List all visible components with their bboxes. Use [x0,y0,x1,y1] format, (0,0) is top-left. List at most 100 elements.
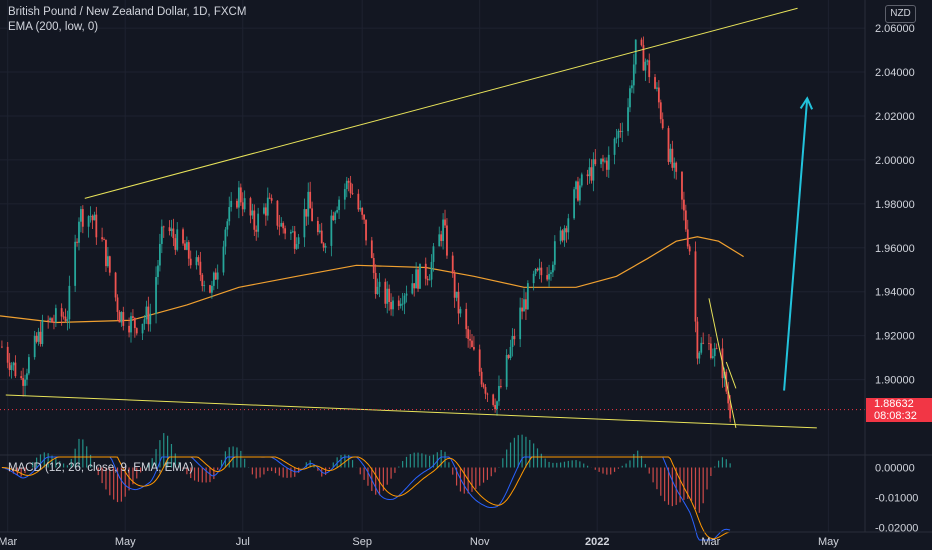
candle-bear [702,342,705,344]
trendline-2 [5,394,817,429]
candle-bull [567,218,570,233]
candle-bear [451,255,454,274]
candle-bull [578,185,581,201]
candle-bear [440,234,443,242]
ema-indicator-label[interactable]: EMA (200, low, 0) [8,21,99,33]
candle-bull [548,273,550,280]
candle-bear [305,209,308,217]
candle-bull [257,213,260,232]
candle-bear [116,297,119,312]
macd-indicator-label[interactable]: MACD (12, 26, close, 9, EMA, EMA) [8,462,194,474]
candle-bull [49,318,51,321]
candle-bear [417,269,419,289]
candle-bear [486,393,489,395]
candle-bull [280,223,283,227]
candle-bear [484,387,487,394]
candle-bear [482,384,485,388]
macd-tick-label: 0.00000 [875,463,915,475]
currency-badge[interactable]: NZD [885,5,916,23]
candle-bull [411,283,414,294]
candle-bear [347,180,350,183]
candle-bull [523,299,525,312]
candle-bull [632,64,635,86]
candle-bull [621,131,624,132]
chart-legend: British Pound / New Zealand Dollar, 1D, … [8,5,246,35]
candle-bear [361,208,364,215]
candle-bull [613,138,616,155]
candle-bull [228,207,231,222]
candle-bull [559,230,562,242]
candle-bear [209,285,211,293]
candle-bull [157,265,159,278]
candle-bear [363,214,366,220]
candle-bear [255,229,258,232]
candle-bull [334,212,337,221]
candle-bull [295,244,298,249]
macd-signal-line [1,456,731,540]
candle-bear [671,148,674,168]
time-tick-label: Mar [0,536,18,548]
candle-bull [216,272,219,280]
candle-bull [176,229,179,250]
candle-bull [251,210,254,216]
candle-bear [681,171,683,200]
trendline-1 [84,7,798,199]
candle-bull [442,219,444,242]
candle-bear [39,331,42,344]
candle-bear [372,258,375,273]
candle-bear [20,376,23,379]
candle-bull [170,228,173,232]
candle-bear [446,225,448,256]
candle-bull [459,308,462,314]
candle-bull [386,288,389,304]
candle-bear [469,338,471,341]
candle-bear [147,306,150,325]
candle-bull [297,237,300,245]
candle-bull [700,342,703,353]
macd-tick-label: -0.01000 [875,493,918,505]
candle-bear [118,311,121,323]
candle-bear [478,349,481,372]
candle-bear [35,335,38,342]
time-tick-label: May [115,536,136,548]
candle-bull [588,167,591,177]
candle-bear [586,174,589,177]
candle-bear [187,242,190,259]
candle-bull [607,154,610,170]
symbol-title[interactable]: British Pound / New Zealand Dollar, 1D, … [8,6,247,18]
candle-bear [174,238,177,250]
candle-bear [507,355,510,359]
candle-bull [106,256,109,267]
candle-bear [51,318,53,323]
candle-bear [351,193,354,195]
arrow-head [799,96,814,110]
price-tick-label: 2.04000 [875,67,915,79]
candle-bear [14,362,17,377]
candle-bull [27,357,30,374]
candle-bull [430,261,433,280]
candle-bull [41,319,44,344]
candle-bull [600,158,602,165]
macd-tick-label: -0.02000 [875,523,918,535]
candle-bear [684,210,687,230]
candle-bull [12,362,15,366]
candle-bull [120,312,123,323]
candle-bear [22,378,25,386]
candle-bull [526,283,529,310]
candle-bear [60,308,63,317]
candle-bull [243,198,246,210]
candle-bull [230,200,233,208]
candle-bull [324,245,327,248]
last-price-tag: 1.88632 08:08:32 [866,398,932,422]
candle-bull [224,229,227,247]
candle-bear [467,329,470,339]
candle-bear [540,267,543,276]
candle-bull [573,189,575,219]
candle-bear [390,302,392,310]
candle-bull [455,291,458,298]
candle-bull [401,303,404,305]
grid-lines [0,0,865,532]
candle-bull [226,221,229,230]
